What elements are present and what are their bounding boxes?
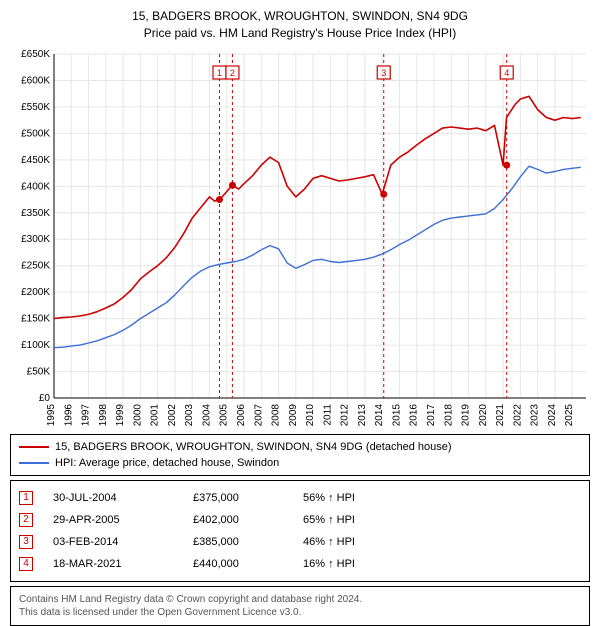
sales-table: 1 30-JUL-2004 £375,000 56% ↑ HPI 2 29-APR-200… xyxy=(10,480,590,582)
svg-text:2022: 2022 xyxy=(512,403,523,426)
svg-text:2023: 2023 xyxy=(530,403,541,426)
svg-text:2003: 2003 xyxy=(184,403,195,426)
chart-container: £0 £50K £100K £150K £200K £250K £300K £350K £400… xyxy=(8,48,592,428)
svg-text:2015: 2015 xyxy=(391,403,402,426)
svg-text:2002: 2002 xyxy=(167,403,178,426)
legend-box: 15, BADGERS BROOK, WROUGHTON, SWINDON, S… xyxy=(10,434,590,476)
sale-date: 29-APR-2005 xyxy=(53,514,173,526)
sale-price: £440,000 xyxy=(193,558,283,570)
svg-text:2025: 2025 xyxy=(564,403,575,426)
svg-text:2010: 2010 xyxy=(305,403,316,426)
svg-text:2009: 2009 xyxy=(288,403,299,426)
svg-text:1: 1 xyxy=(217,68,222,78)
svg-text:£500K: £500K xyxy=(21,128,50,139)
sales-row: 1 30-JUL-2004 £375,000 56% ↑ HPI xyxy=(19,487,581,509)
svg-text:1997: 1997 xyxy=(81,403,92,426)
sale-marker-icon: 2 xyxy=(19,513,33,527)
svg-text:2011: 2011 xyxy=(322,403,333,425)
svg-text:2016: 2016 xyxy=(409,403,420,426)
sale-marker-icon: 1 xyxy=(19,491,33,505)
sale-price: £375,000 xyxy=(193,492,283,504)
svg-text:2005: 2005 xyxy=(219,403,230,426)
svg-text:2024: 2024 xyxy=(547,403,558,426)
svg-text:2001: 2001 xyxy=(150,403,161,426)
sale-date: 30-JUL-2004 xyxy=(53,492,173,504)
svg-text:2006: 2006 xyxy=(236,403,247,426)
svg-text:£150K: £150K xyxy=(21,313,50,324)
legend-label-property: 15, BADGERS BROOK, WROUGHTON, SWINDON, S… xyxy=(55,441,452,453)
sale-pct: 46% ↑ HPI xyxy=(303,536,423,548)
svg-text:3: 3 xyxy=(381,68,386,78)
svg-text:1995: 1995 xyxy=(46,403,57,426)
sale-date: 03-FEB-2014 xyxy=(53,536,173,548)
sales-row: 3 03-FEB-2014 £385,000 46% ↑ HPI xyxy=(19,531,581,553)
svg-text:2004: 2004 xyxy=(201,403,212,426)
svg-text:1999: 1999 xyxy=(115,403,126,426)
footer-line-1: Contains HM Land Registry data © Crown c… xyxy=(19,593,581,606)
title-line-1: 15, BADGERS BROOK, WROUGHTON, SWINDON, S… xyxy=(8,8,592,25)
sale-price: £402,000 xyxy=(193,514,283,526)
svg-text:£400K: £400K xyxy=(21,181,50,192)
svg-text:2021: 2021 xyxy=(495,403,506,426)
sale-price: £385,000 xyxy=(193,536,283,548)
svg-text:£350K: £350K xyxy=(21,207,50,218)
svg-text:£0: £0 xyxy=(39,393,51,404)
svg-text:2007: 2007 xyxy=(253,403,264,426)
svg-text:2014: 2014 xyxy=(374,403,385,426)
svg-text:1996: 1996 xyxy=(63,403,74,426)
svg-text:£250K: £250K xyxy=(21,260,50,271)
svg-text:£600K: £600K xyxy=(21,75,50,86)
footer-line-2: This data is licensed under the Open Gov… xyxy=(19,606,581,619)
sales-row: 4 18-MAR-2021 £440,000 16% ↑ HPI xyxy=(19,553,581,575)
svg-text:2013: 2013 xyxy=(357,403,368,426)
sale-date: 18-MAR-2021 xyxy=(53,558,173,570)
legend-swatch-property xyxy=(19,446,49,448)
svg-text:1998: 1998 xyxy=(98,403,109,426)
legend-row-property: 15, BADGERS BROOK, WROUGHTON, SWINDON, S… xyxy=(19,439,581,455)
price-chart-svg: £0 £50K £100K £150K £200K £250K £300K £350K £400… xyxy=(8,48,592,428)
sale-pct: 65% ↑ HPI xyxy=(303,514,423,526)
sales-row: 2 29-APR-2005 £402,000 65% ↑ HPI xyxy=(19,509,581,531)
svg-text:2017: 2017 xyxy=(426,403,437,426)
title-line-2: Price paid vs. HM Land Registry's House … xyxy=(8,25,592,42)
svg-text:2008: 2008 xyxy=(271,403,282,426)
svg-text:£50K: £50K xyxy=(27,366,51,377)
legend-label-hpi: HPI: Average price, detached house, Swin… xyxy=(55,457,279,469)
chart-title-block: 15, BADGERS BROOK, WROUGHTON, SWINDON, S… xyxy=(8,8,592,42)
sale-pct: 16% ↑ HPI xyxy=(303,558,423,570)
svg-text:4: 4 xyxy=(504,68,509,78)
svg-text:£550K: £550K xyxy=(21,102,50,113)
svg-text:2: 2 xyxy=(230,68,235,78)
legend-swatch-hpi xyxy=(19,462,49,464)
svg-text:£200K: £200K xyxy=(21,287,50,298)
svg-text:2020: 2020 xyxy=(478,403,489,426)
svg-text:2000: 2000 xyxy=(132,403,143,426)
legend-row-hpi: HPI: Average price, detached house, Swin… xyxy=(19,455,581,471)
svg-text:£650K: £650K xyxy=(21,49,50,60)
svg-text:£300K: £300K xyxy=(21,234,50,245)
svg-text:2019: 2019 xyxy=(461,403,472,426)
svg-text:£450K: £450K xyxy=(21,154,50,165)
svg-text:2018: 2018 xyxy=(443,403,454,426)
svg-text:£100K: £100K xyxy=(21,340,50,351)
sale-marker-icon: 4 xyxy=(19,557,33,571)
svg-text:2012: 2012 xyxy=(340,403,351,426)
sale-marker-icon: 3 xyxy=(19,535,33,549)
sale-pct: 56% ↑ HPI xyxy=(303,492,423,504)
